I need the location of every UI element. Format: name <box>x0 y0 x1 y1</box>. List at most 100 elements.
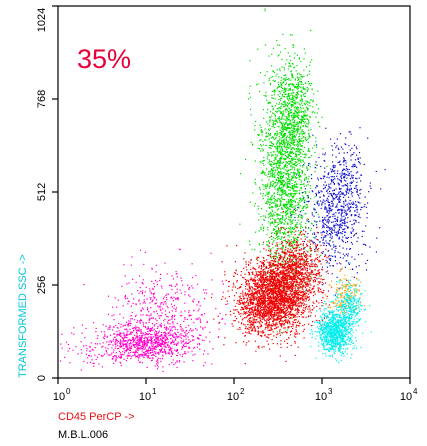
event-dot <box>250 108 252 110</box>
event-dot <box>269 197 272 199</box>
event-dot <box>303 183 305 185</box>
event-dot <box>281 232 283 234</box>
event-dot <box>296 96 298 98</box>
event-dot <box>309 84 312 86</box>
event-dot <box>304 95 306 98</box>
event-dot <box>326 176 328 178</box>
event-dot <box>164 334 166 336</box>
event-dot <box>353 164 355 166</box>
event-dot <box>97 335 99 337</box>
event-dot <box>160 273 162 275</box>
event-dot <box>156 327 158 329</box>
event-dot <box>293 102 295 104</box>
event-dot <box>289 134 291 137</box>
event-dot <box>286 59 288 61</box>
event-dot <box>93 365 95 367</box>
event-dot <box>275 119 277 121</box>
event-dot <box>120 353 122 356</box>
event-dot <box>304 137 306 139</box>
event-dot <box>219 312 221 315</box>
event-dot <box>129 328 131 330</box>
event-dot <box>283 78 285 80</box>
event-dot <box>164 345 166 347</box>
event-dot <box>282 191 284 193</box>
event-dot <box>260 162 262 164</box>
event-dot <box>279 160 281 162</box>
event-dot <box>263 278 265 280</box>
event-dot <box>266 99 268 101</box>
event-dot <box>269 141 271 143</box>
event-dot <box>292 187 294 189</box>
event-dot <box>338 148 340 151</box>
event-dot <box>126 283 128 285</box>
event-dot <box>268 124 270 126</box>
event-dot <box>293 132 295 134</box>
event-dot <box>295 102 297 104</box>
event-dot <box>238 296 240 298</box>
event-dot <box>130 315 132 317</box>
event-dot <box>280 152 283 154</box>
event-dot <box>247 288 249 290</box>
event-dot <box>289 64 291 67</box>
event-dot <box>331 154 334 156</box>
event-dot <box>278 103 280 105</box>
event-dot <box>341 222 343 224</box>
event-dot <box>126 357 129 359</box>
event-dot <box>280 142 282 145</box>
event-dot <box>258 230 260 232</box>
event-dot <box>269 160 271 162</box>
event-dot <box>347 169 349 171</box>
event-dot <box>310 99 312 101</box>
event-dot <box>203 292 206 294</box>
event-dot <box>244 285 247 287</box>
event-dot <box>136 339 138 341</box>
event-dot <box>343 164 345 166</box>
event-dot <box>289 89 292 91</box>
event-dot <box>147 357 149 359</box>
event-dot <box>266 233 268 236</box>
event-dot <box>111 347 113 349</box>
event-dot <box>118 340 120 342</box>
event-dot <box>301 134 303 136</box>
event-dot <box>302 198 304 200</box>
event-dot <box>379 227 381 229</box>
event-dot <box>324 171 326 173</box>
event-dot <box>337 224 339 226</box>
event-dot <box>277 167 279 169</box>
event-dot <box>283 118 285 120</box>
event-dot <box>160 324 162 326</box>
event-dot <box>126 324 128 326</box>
event-dot <box>286 162 288 164</box>
event-dot <box>282 261 284 263</box>
event-dot <box>334 172 336 174</box>
event-dot <box>288 147 290 149</box>
event-dot <box>136 343 138 346</box>
event-dot <box>311 214 314 216</box>
event-dot <box>312 101 314 103</box>
event-dot <box>130 323 132 325</box>
event-dot <box>227 303 229 305</box>
event-dot <box>153 311 155 313</box>
event-dot <box>295 225 297 227</box>
event-dot <box>142 344 144 346</box>
event-dot <box>194 353 196 355</box>
event-dot <box>142 333 144 335</box>
event-dot <box>95 331 97 333</box>
event-dot <box>334 231 336 233</box>
event-dot <box>124 296 127 298</box>
event-dot <box>142 321 144 323</box>
event-dot <box>269 186 271 188</box>
event-dot <box>156 323 158 325</box>
event-dot <box>322 153 324 155</box>
event-dot <box>312 191 314 193</box>
event-dot <box>303 157 305 159</box>
event-dot <box>104 347 107 349</box>
event-dot <box>169 323 171 325</box>
event-dot <box>292 46 294 48</box>
event-dot <box>271 154 273 156</box>
event-dot <box>126 342 129 344</box>
event-dot <box>173 296 175 298</box>
event-dot <box>293 335 296 337</box>
event-dot <box>102 355 104 357</box>
event-dot <box>359 193 361 195</box>
